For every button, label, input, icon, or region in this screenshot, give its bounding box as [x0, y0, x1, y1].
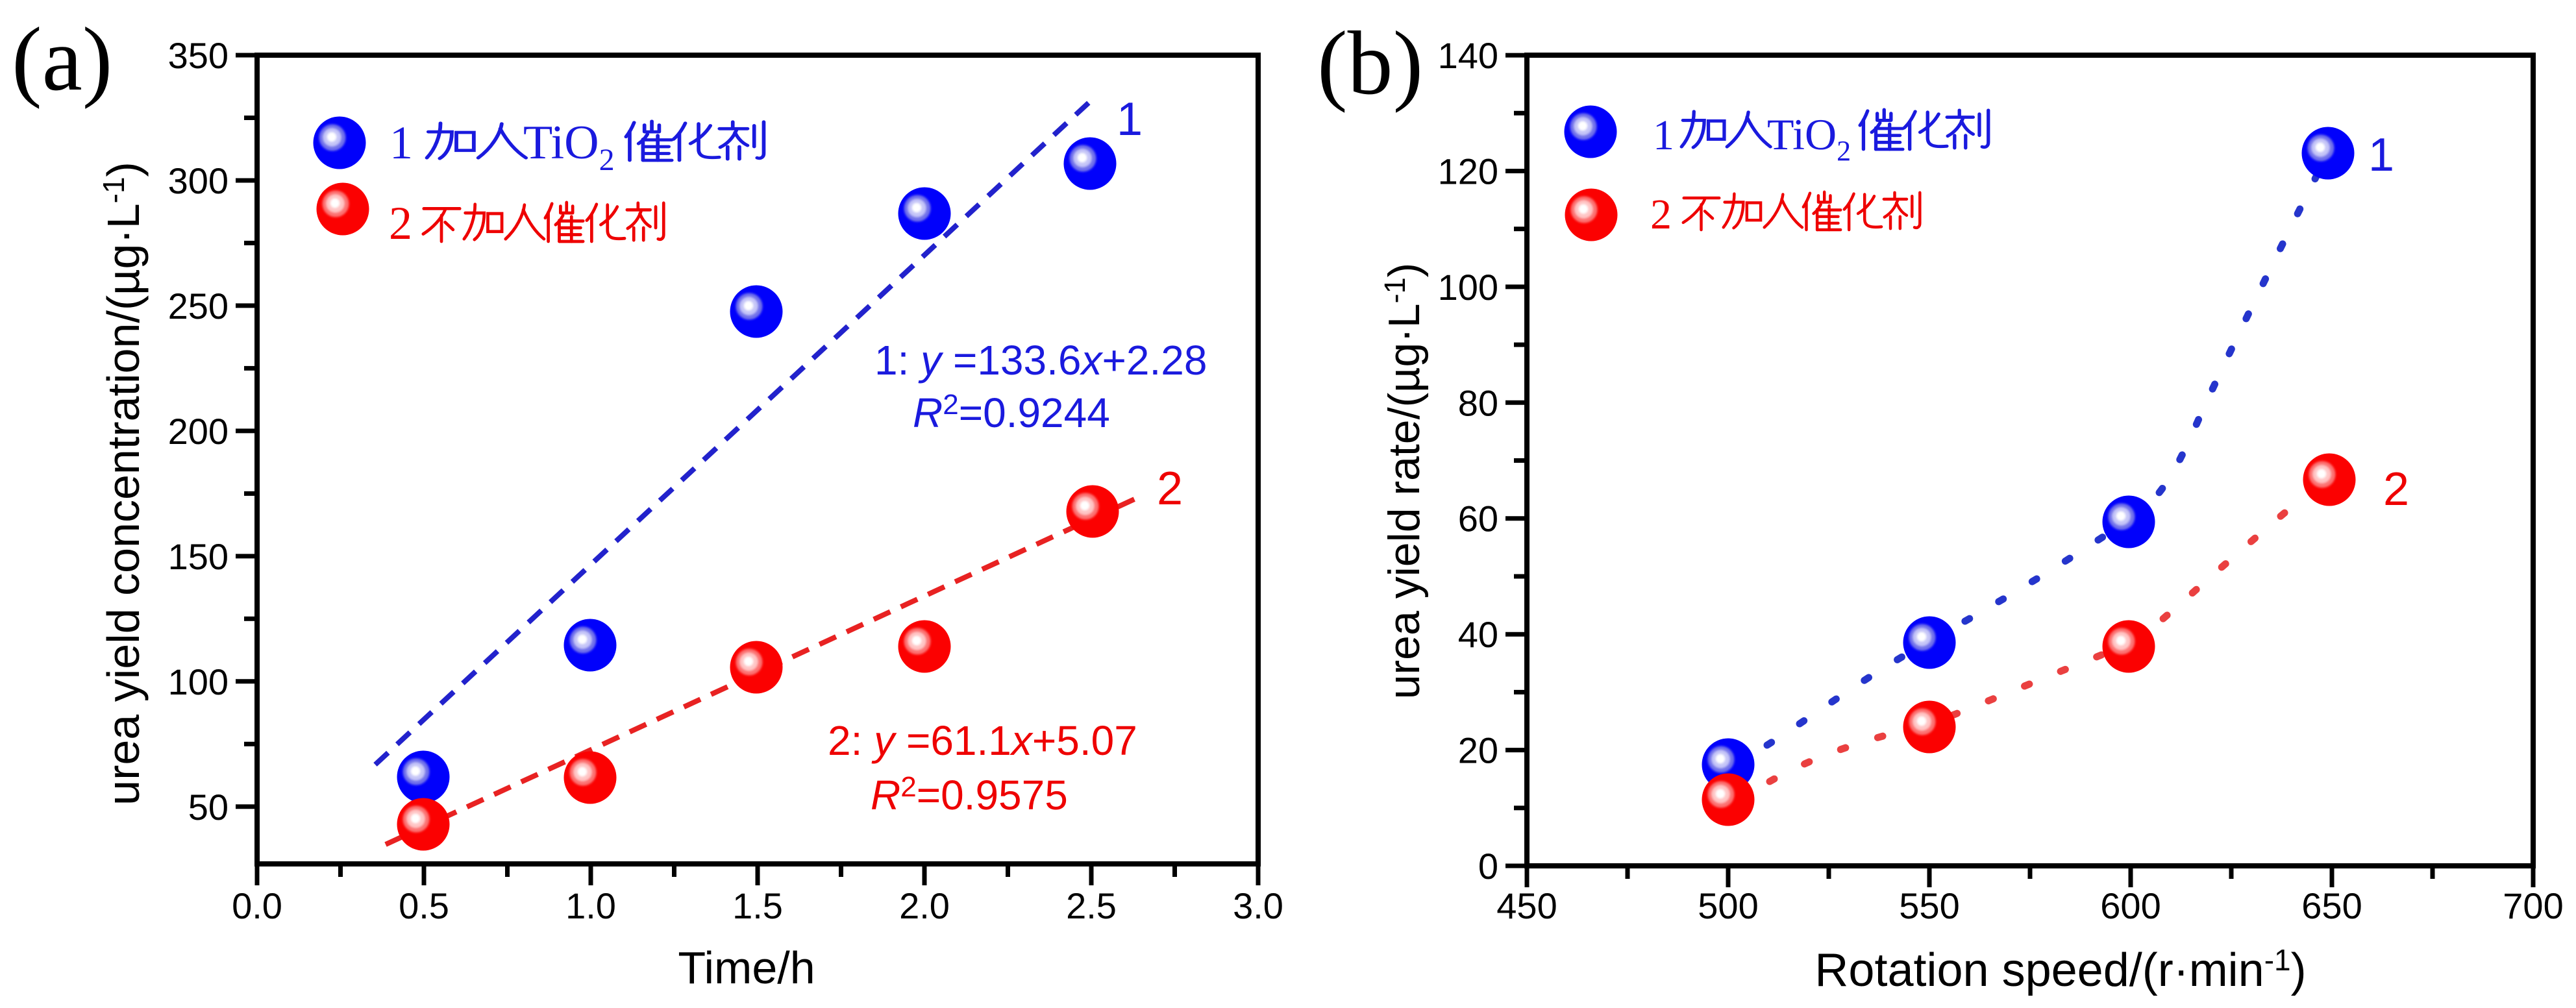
- svg-text:2: 2: [1157, 463, 1183, 515]
- svg-text:3.0: 3.0: [1233, 885, 1283, 926]
- svg-text:650: 650: [2301, 885, 2362, 926]
- svg-text:300: 300: [168, 160, 229, 201]
- svg-text:20: 20: [1458, 730, 1498, 771]
- svg-text:100: 100: [168, 661, 229, 702]
- svg-text:140: 140: [1438, 35, 1498, 76]
- svg-text:1: 1: [1653, 112, 1674, 159]
- svg-text:1: 1: [1117, 93, 1143, 145]
- svg-text:2.5: 2.5: [1066, 885, 1117, 926]
- svg-text:(a): (a): [12, 9, 112, 110]
- svg-text:250: 250: [168, 286, 229, 326]
- svg-text:Time/h: Time/h: [678, 942, 815, 993]
- svg-text:700: 700: [2503, 885, 2563, 926]
- svg-text:100: 100: [1438, 267, 1498, 308]
- svg-text:60: 60: [1458, 498, 1498, 539]
- svg-text:2: y =61.1x+5.07: 2: y =61.1x+5.07: [828, 717, 1137, 764]
- svg-text:2: 2: [1650, 191, 1672, 238]
- svg-text:2: 2: [389, 197, 412, 249]
- svg-text:50: 50: [188, 787, 229, 828]
- svg-text:80: 80: [1458, 382, 1498, 423]
- svg-text:(b): (b): [1317, 13, 1423, 114]
- svg-text:urea yield concentration/(µg·L: urea yield concentration/(µg·L-1): [97, 162, 149, 805]
- svg-text:120: 120: [1438, 151, 1498, 192]
- svg-text:600: 600: [2100, 885, 2161, 926]
- svg-text:550: 550: [1899, 885, 1959, 926]
- svg-text:350: 350: [168, 35, 229, 76]
- svg-text:1: 1: [2368, 129, 2394, 181]
- svg-text:0.0: 0.0: [232, 885, 282, 926]
- svg-text:2.0: 2.0: [899, 885, 950, 926]
- svg-text:200: 200: [168, 411, 229, 452]
- svg-text:1: y =133.6x+2.28: 1: y =133.6x+2.28: [874, 337, 1207, 384]
- svg-text:0: 0: [1478, 846, 1498, 887]
- svg-text:0.5: 0.5: [399, 885, 449, 926]
- svg-text:urea yield rate/(µg·L-1): urea yield rate/(µg·L-1): [1378, 263, 1429, 700]
- svg-text:1.0: 1.0: [565, 885, 616, 926]
- svg-text:500: 500: [1698, 885, 1758, 926]
- svg-text:R2=0.9244: R2=0.9244: [913, 389, 1110, 436]
- svg-text:1: 1: [390, 117, 413, 169]
- svg-text:2: 2: [2383, 463, 2409, 515]
- svg-text:1.5: 1.5: [732, 885, 783, 926]
- svg-text:R2=0.9575: R2=0.9575: [871, 771, 1068, 818]
- svg-text:150: 150: [168, 536, 229, 577]
- svg-text:450: 450: [1496, 885, 1557, 926]
- svg-text:Rotation speed/(r·min-1): Rotation speed/(r·min-1): [1814, 943, 2306, 996]
- svg-text:40: 40: [1458, 614, 1498, 655]
